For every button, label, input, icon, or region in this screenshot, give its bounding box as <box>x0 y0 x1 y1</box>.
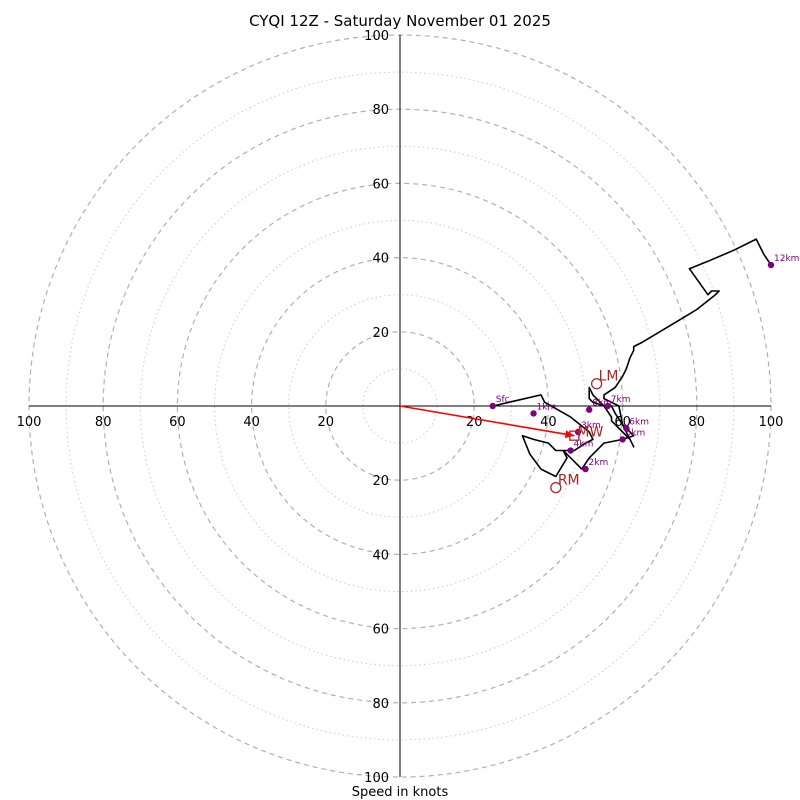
level-point-3km <box>574 428 582 436</box>
x-tick-label-left-20: 20 <box>318 415 335 430</box>
level-label-7km: 7km <box>611 395 631 405</box>
x-tick-label-left-60: 60 <box>169 415 186 430</box>
marker-rm <box>550 481 562 494</box>
y-tick-label-down-100: 100 <box>364 771 389 786</box>
level-label-5km: 5km <box>626 428 646 438</box>
marker-label-lm: LM <box>599 369 619 385</box>
y-tick-label-down-20: 20 <box>372 474 389 489</box>
marker-label-mw: MW <box>577 425 603 441</box>
x-tick-label-right-100: 100 <box>759 415 784 430</box>
hodograph-trace-line <box>492 238 772 478</box>
level-label-12km: 12km <box>774 254 799 264</box>
level-point-5km <box>619 436 626 443</box>
level-label-6km: 6km <box>629 417 649 427</box>
x-tick-label-left-100: 100 <box>17 415 42 430</box>
y-tick-label-down-40: 40 <box>372 548 389 563</box>
level-label-2km: 2km <box>589 458 609 468</box>
level-point-7km <box>604 402 611 410</box>
wind-trace <box>492 238 772 478</box>
x-tick-label-right-40: 40 <box>540 415 557 430</box>
level-point-6km <box>623 425 630 432</box>
level-label-1km: 1km <box>537 402 557 412</box>
shear-vector-line <box>399 405 575 437</box>
level-label-3km: 3km <box>581 421 601 431</box>
level-point-sfc <box>489 402 496 410</box>
x-tick-label-left-40: 40 <box>243 415 260 430</box>
y-tick-label-up-40: 40 <box>372 252 389 267</box>
marker-label-rm: RM <box>558 473 580 489</box>
level-point-1km <box>530 410 537 417</box>
level-point-2km <box>582 465 589 473</box>
x-tick-label-left-80: 80 <box>95 415 112 430</box>
y-tick-label-up-60: 60 <box>372 177 389 192</box>
y-tick-label-up-80: 80 <box>372 103 389 118</box>
x-axis-label: Speed in knots <box>352 785 449 800</box>
chart-title: CYQI 12Z - Saturday November 01 2025 <box>249 12 551 30</box>
y-tick-label-up-100: 100 <box>364 29 389 44</box>
marker-mw <box>569 430 580 441</box>
level-point-12km <box>767 261 775 269</box>
level-label-8km: 8km <box>592 399 612 409</box>
level-label-sfc: Sfc <box>496 395 510 405</box>
marker-lm <box>590 378 603 390</box>
y-tick-label-down-80: 80 <box>372 697 389 712</box>
y-tick-label-up-20: 20 <box>372 326 389 341</box>
storm-motion-markers: LM RM MW <box>550 369 619 494</box>
level-label-4km: 4km <box>574 440 594 450</box>
x-tick-label-right-80: 80 <box>689 415 706 430</box>
level-point-8km <box>586 406 593 413</box>
level-point-4km <box>567 447 574 454</box>
y-tick-label-down-60: 60 <box>372 623 389 638</box>
